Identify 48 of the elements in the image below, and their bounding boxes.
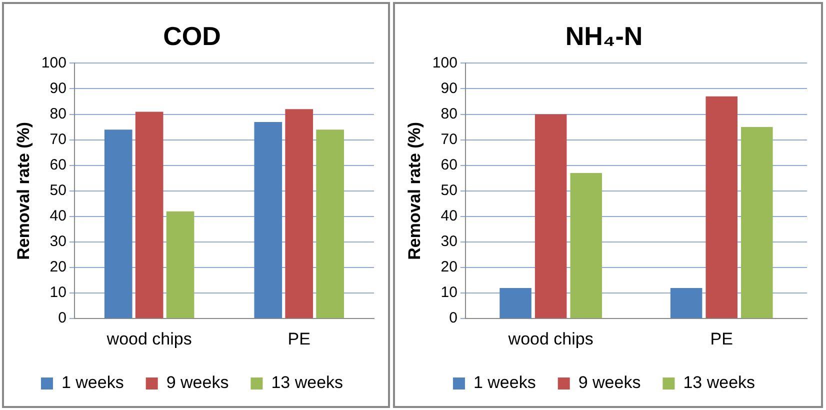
y-tick-label: 80 (440, 105, 458, 122)
x-tick-label: wood chips (507, 329, 594, 348)
x-tick-label: wood chips (106, 329, 192, 348)
y-axis-title: Removal rate (%) (404, 122, 424, 260)
legend-label: 9 weeks (578, 373, 641, 392)
bar (570, 173, 602, 318)
y-tick-label: 50 (50, 182, 66, 200)
y-tick-label: 10 (440, 284, 458, 302)
y-tick-label: 70 (440, 130, 458, 148)
y-tick-label: 40 (440, 208, 458, 225)
bar (104, 130, 132, 318)
y-tick-label: 10 (50, 284, 66, 302)
chart-title: NH₄-N (565, 20, 643, 51)
y-tick-label: 80 (50, 105, 66, 122)
bar (741, 127, 773, 318)
bar (500, 288, 532, 318)
y-tick-label: 20 (440, 258, 458, 276)
bar (670, 288, 702, 318)
y-tick-label: 30 (440, 233, 458, 250)
y-tick-label: 60 (50, 156, 66, 174)
y-tick-label: 100 (41, 54, 66, 72)
chart-title: COD (163, 20, 221, 51)
legend-label: 1 weeks (61, 373, 124, 392)
bar (135, 112, 164, 318)
bar (534, 114, 567, 318)
x-tick-label: PE (288, 329, 310, 348)
bar (706, 96, 738, 318)
x-tick-label: PE (710, 329, 733, 348)
bar (316, 130, 344, 318)
y-tick-label: 20 (50, 258, 66, 276)
y-tick-label: 0 (449, 310, 458, 327)
y-tick-label: 30 (50, 233, 66, 250)
y-tick-label: 40 (50, 208, 66, 225)
legend-label: 1 weeks (473, 373, 536, 392)
y-tick-label: 70 (50, 130, 66, 148)
y-tick-label: 50 (440, 182, 458, 200)
y-tick-label: 100 (432, 54, 458, 72)
legend-label: 13 weeks (271, 373, 344, 392)
legend-label: 9 weeks (166, 373, 229, 392)
y-tick-label: 90 (50, 80, 66, 97)
y-tick-label: 90 (440, 80, 458, 97)
y-tick-label: 60 (440, 156, 458, 174)
bar (166, 211, 194, 318)
y-axis-title: Removal rate (%) (14, 122, 33, 260)
bar (285, 109, 314, 318)
legend-label: 13 weeks (683, 373, 756, 392)
y-tick-label: 0 (58, 310, 66, 327)
bar (254, 122, 282, 318)
